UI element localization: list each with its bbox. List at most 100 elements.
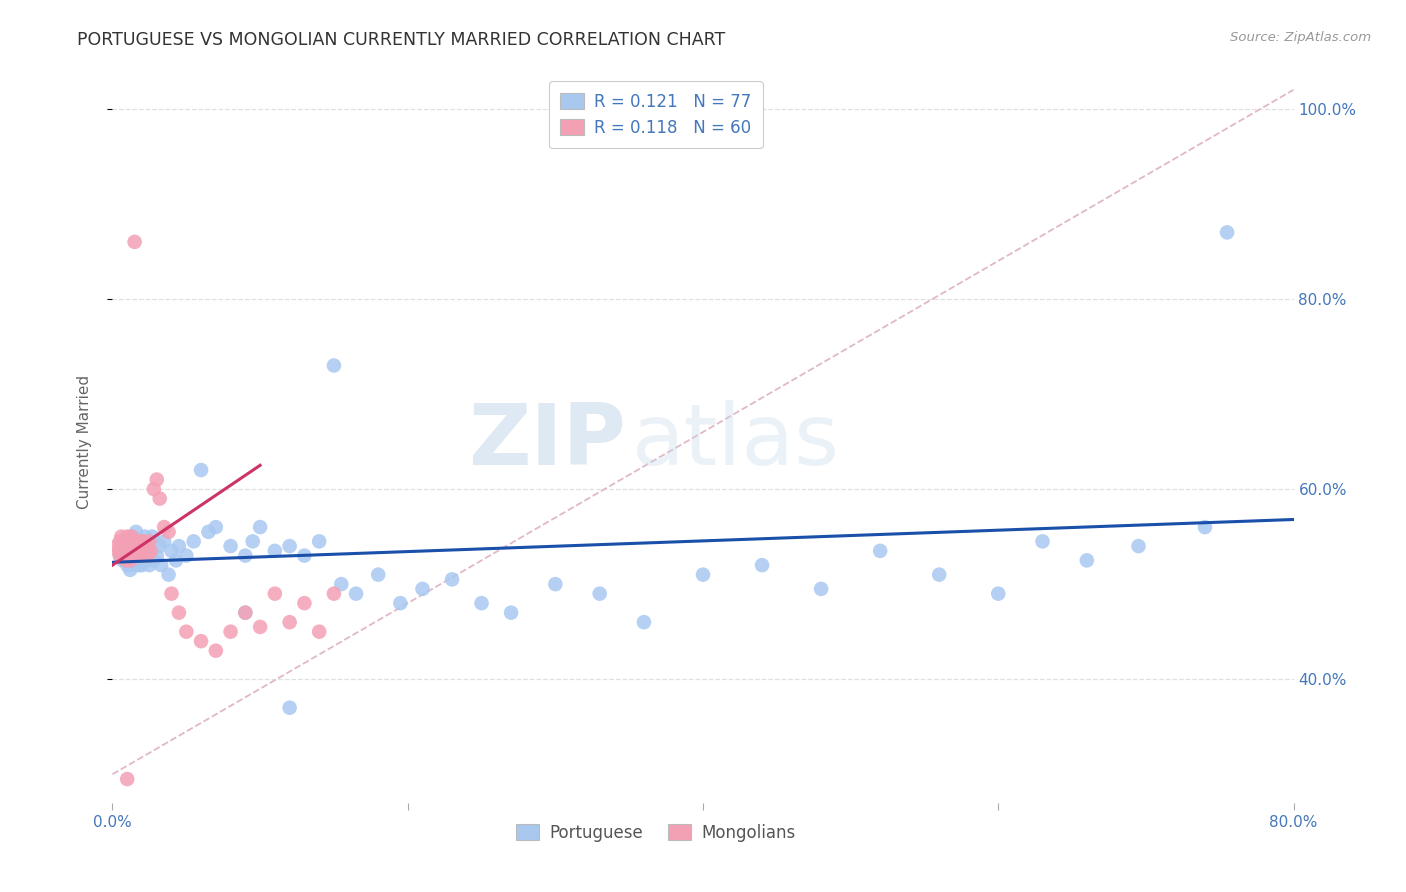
Point [110, 539, 132, 553]
Point [127, 544, 149, 558]
Point [367, 567, 389, 582]
Point [135, 549, 157, 563]
Point [153, 534, 176, 549]
Point [112, 539, 135, 553]
Point [120, 563, 142, 577]
Point [139, 544, 162, 558]
Point [249, 520, 271, 534]
Point [150, 558, 173, 573]
Point [139, 544, 162, 558]
Point [810, 582, 832, 596]
Point [160, 544, 183, 558]
Text: ZIP: ZIP [468, 400, 626, 483]
Point [501, 606, 523, 620]
Point [129, 534, 152, 549]
Point [112, 549, 135, 563]
Point [183, 534, 205, 549]
Point [121, 544, 143, 558]
Point [114, 553, 136, 567]
Point [987, 587, 1010, 601]
Point [165, 553, 187, 567]
Point [278, 700, 301, 714]
Point [118, 549, 141, 563]
Point [160, 587, 183, 601]
Point [197, 524, 219, 539]
Point [869, 544, 891, 558]
Point [125, 539, 148, 553]
Point [110, 530, 132, 544]
Point [118, 549, 141, 563]
Point [124, 534, 146, 549]
Point [121, 530, 143, 544]
Point [142, 553, 165, 567]
Point [132, 539, 155, 553]
Point [121, 530, 143, 544]
Point [167, 539, 190, 553]
Point [128, 549, 150, 563]
Point [249, 620, 271, 634]
Point [323, 359, 346, 373]
Point [114, 534, 136, 549]
Point [928, 567, 950, 582]
Point [167, 606, 190, 620]
Point [308, 624, 330, 639]
Point [117, 772, 138, 786]
Point [136, 534, 159, 549]
Point [138, 558, 160, 573]
Point [233, 606, 256, 620]
Point [233, 606, 256, 620]
Point [132, 534, 155, 549]
Point [692, 567, 714, 582]
Text: atlas: atlas [633, 400, 841, 483]
Point [278, 539, 301, 553]
Point [205, 520, 228, 534]
Point [117, 530, 138, 544]
Point [135, 539, 157, 553]
Point [134, 530, 156, 544]
Point [117, 544, 138, 558]
Point [127, 539, 149, 553]
Point [751, 558, 773, 573]
Point [129, 544, 152, 558]
Point [108, 549, 131, 563]
Point [219, 539, 242, 553]
Point [122, 539, 145, 553]
Point [107, 544, 129, 558]
Point [441, 573, 464, 587]
Point [128, 549, 150, 563]
Point [114, 544, 136, 558]
Point [588, 587, 610, 601]
Point [131, 539, 153, 553]
Point [264, 544, 287, 558]
Legend: Portuguese, Mongolians: Portuguese, Mongolians [509, 817, 803, 848]
Point [122, 544, 145, 558]
Point [323, 587, 346, 601]
Point [149, 539, 172, 553]
Point [633, 615, 655, 630]
Text: Source: ZipAtlas.com: Source: ZipAtlas.com [1230, 31, 1371, 45]
Point [1032, 534, 1054, 549]
Point [125, 524, 148, 539]
Point [108, 549, 131, 563]
Point [1194, 520, 1216, 534]
Point [120, 534, 142, 549]
Point [105, 539, 128, 553]
Point [131, 558, 153, 573]
Point [242, 534, 264, 549]
Point [117, 534, 138, 549]
Point [389, 596, 412, 610]
Point [308, 534, 330, 549]
Point [124, 544, 146, 558]
Point [111, 553, 134, 567]
Point [1216, 226, 1239, 240]
Point [124, 235, 146, 249]
Point [112, 539, 135, 553]
Point [121, 553, 143, 567]
Point [131, 549, 153, 563]
Point [129, 534, 152, 549]
Point [111, 534, 134, 549]
Point [149, 491, 172, 506]
Point [330, 577, 353, 591]
Point [1076, 553, 1098, 567]
Point [544, 577, 567, 591]
